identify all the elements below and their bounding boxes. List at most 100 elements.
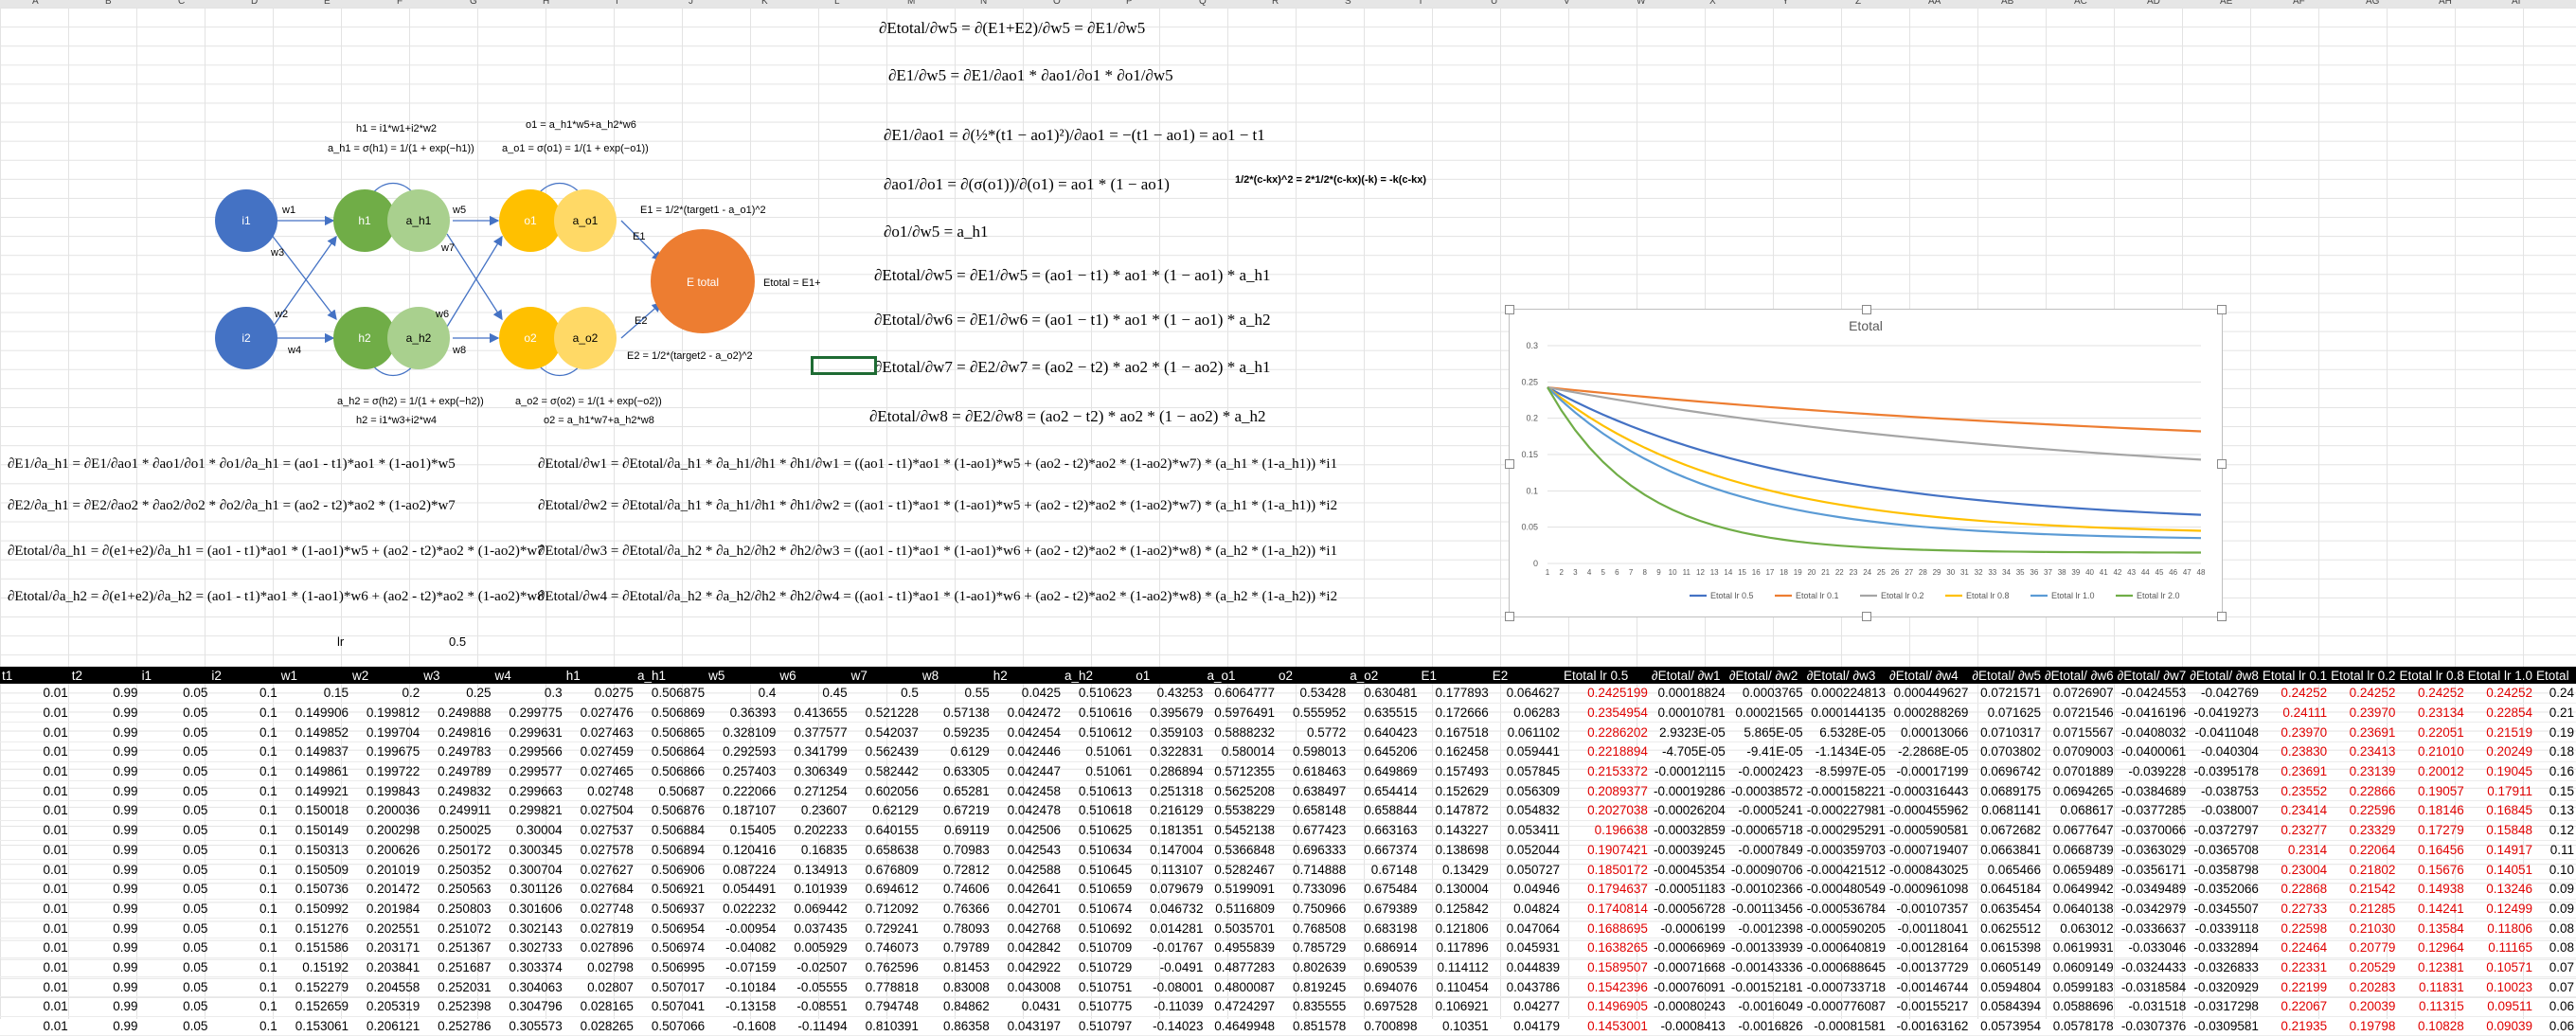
table-row[interactable]: 0.01 0.99 0.05 0.1 0.150313 0.200626 0.250172 0… <box>0 840 2576 861</box>
table-cell[interactable]: 0.785729 <box>1277 938 1349 958</box>
table-cell[interactable]: 0.510612 <box>1062 722 1135 743</box>
table-cell[interactable]: 0.09511 <box>2465 996 2535 1017</box>
table-cell[interactable]: 0.78093 <box>920 918 992 938</box>
table-cell[interactable]: 0.01 <box>0 879 70 900</box>
table-cell[interactable]: -0.0320929 <box>2188 976 2261 997</box>
table-cell[interactable]: 0.506974 <box>635 938 707 958</box>
column-header-S[interactable]: S <box>1345 0 1351 7</box>
table-cell[interactable]: -0.038753 <box>2188 780 2261 802</box>
table-cell[interactable]: 0.043197 <box>991 1016 1063 1036</box>
column-header-Q[interactable]: Q <box>1199 0 1207 7</box>
table-cell[interactable]: 0.216129 <box>1134 800 1206 821</box>
table-cell[interactable]: -0.08551 <box>778 996 850 1017</box>
table-cell[interactable]: 0.23134 <box>2397 703 2466 723</box>
table-cell[interactable]: 0.054832 <box>1490 800 1562 821</box>
table-cell[interactable]: 0.150992 <box>278 899 350 920</box>
table-cell[interactable]: 0.05 <box>139 820 210 841</box>
table-cell[interactable]: 0.11315 <box>2397 996 2466 1017</box>
table-cell[interactable]: 0.02807 <box>564 976 635 997</box>
table-cell[interactable]: 0.23970 <box>2260 722 2330 743</box>
table-cell[interactable]: 0.11 <box>2534 840 2576 861</box>
table-cell[interactable]: 0.50687 <box>635 780 707 802</box>
table-cell[interactable]: 0.16456 <box>2397 840 2466 861</box>
table-cell[interactable]: 0.750966 <box>1277 899 1349 920</box>
table-cell[interactable]: 0.005929 <box>778 938 850 958</box>
table-cell[interactable]: 0.12964 <box>2397 938 2466 958</box>
column-header-O[interactable]: O <box>1053 0 1061 7</box>
column-header-cell[interactable]: ∂Etotal/ ∂w8 <box>2188 667 2261 684</box>
neural-network-diagram[interactable]: i1 i2 h1 a_h1 h2 a_h2 o1 a_o1 o2 a_o2 E … <box>199 109 824 436</box>
table-cell[interactable]: 0.113107 <box>1134 859 1206 880</box>
table-cell[interactable]: 0.02748 <box>564 780 635 802</box>
table-cell[interactable]: 0.027465 <box>564 761 635 782</box>
table-cell[interactable]: 0.08 <box>2534 938 2576 958</box>
table-cell[interactable]: 0.042454 <box>991 722 1063 743</box>
table-cell[interactable]: -0.0419273 <box>2188 703 2261 723</box>
table-cell[interactable]: -0.000455962 <box>1887 800 1971 821</box>
table-cell[interactable]: -0.05555 <box>778 976 850 997</box>
table-cell[interactable]: 0.204558 <box>350 976 422 997</box>
table-cell[interactable]: -0.00128164 <box>1887 938 1971 958</box>
table-cell[interactable]: 0.2 <box>350 684 422 704</box>
table-cell[interactable]: 0.249816 <box>421 722 493 743</box>
table-cell[interactable]: 0.05 <box>139 957 210 978</box>
table-cell[interactable]: 0.562439 <box>849 741 921 762</box>
table-cell[interactable]: 0.150509 <box>278 859 350 880</box>
table-cell[interactable]: 0.037435 <box>778 918 850 938</box>
table-cell[interactable]: 0.17911 <box>2465 780 2535 802</box>
table-cell[interactable]: 0.1 <box>209 976 279 997</box>
table-cell[interactable]: -0.0372797 <box>2188 820 2261 841</box>
table-cell[interactable]: 0.2027038 <box>1561 800 1650 821</box>
table-cell[interactable]: 0.1 <box>209 957 279 978</box>
table-cell[interactable]: -0.00146744 <box>1887 976 1971 997</box>
column-header-cell[interactable]: ∂Etotal/ ∂w6 <box>2042 667 2116 684</box>
table-cell[interactable]: 0.99 <box>69 938 140 958</box>
column-header-cell[interactable]: o1 <box>1134 667 1206 684</box>
table-cell[interactable]: 0.663163 <box>1348 820 1420 841</box>
table-cell[interactable]: -0.0007849 <box>1726 840 1805 861</box>
table-cell[interactable]: 0.292593 <box>707 741 778 762</box>
table-cell[interactable]: -0.000719407 <box>1887 840 1971 861</box>
table-cell[interactable]: -0.07159 <box>707 957 778 978</box>
column-header-V[interactable]: V <box>1564 0 1570 7</box>
table-cell[interactable]: 0.84862 <box>920 996 992 1017</box>
table-cell[interactable]: 0.1850172 <box>1561 859 1650 880</box>
table-cell[interactable]: 0.15848 <box>2465 820 2535 841</box>
table-cell[interactable]: 0.149921 <box>278 780 350 802</box>
table-cell[interactable]: 0.251687 <box>421 957 493 978</box>
table-cell[interactable]: 0.5452138 <box>1205 820 1278 841</box>
table-cell[interactable]: 0.602056 <box>849 780 921 802</box>
table-cell[interactable]: -0.00039245 <box>1649 840 1727 861</box>
table-cell[interactable]: -9.41E-05 <box>1726 741 1805 762</box>
table-cell[interactable]: 0.05 <box>139 761 210 782</box>
table-cell[interactable]: 0.000144135 <box>1804 703 1888 723</box>
table-cell[interactable]: -0.0339118 <box>2188 918 2261 938</box>
table-cell[interactable]: 0.087224 <box>707 859 778 880</box>
table-cell[interactable]: 0.152659 <box>278 996 350 1017</box>
table-cell[interactable]: 0.09 <box>2534 899 2576 920</box>
table-cell[interactable]: 0.249832 <box>421 780 493 802</box>
table-cell[interactable]: 0.04946 <box>1490 879 1562 900</box>
table-cell[interactable]: 0.069442 <box>778 899 850 920</box>
table-cell[interactable]: 0.1 <box>209 859 279 880</box>
table-cell[interactable]: 0.249783 <box>421 741 493 762</box>
table-cell[interactable]: 0.506864 <box>635 741 707 762</box>
table-cell[interactable]: 0.667374 <box>1348 840 1420 861</box>
column-header-AC[interactable]: AC <box>2074 0 2087 7</box>
table-cell[interactable]: 0.299821 <box>492 800 564 821</box>
table-cell[interactable]: -0.0411048 <box>2188 722 2261 743</box>
table-cell[interactable]: 0.0635454 <box>1970 899 2043 920</box>
table-cell[interactable]: 0.700898 <box>1348 1016 1420 1036</box>
table-cell[interactable]: 0.99 <box>69 840 140 861</box>
table-row[interactable]: 0.01 0.99 0.05 0.1 0.150018 0.200036 0.249911 0… <box>0 800 2576 821</box>
table-cell[interactable]: 0.150736 <box>278 879 350 900</box>
table-cell[interactable]: 0.043008 <box>991 976 1063 997</box>
table-cell[interactable]: 0.99 <box>69 722 140 743</box>
column-header-cell[interactable]: Etotal lr 0.2 <box>2329 667 2398 684</box>
table-cell[interactable]: -0.00107357 <box>1887 899 1971 920</box>
table-cell[interactable]: 0.649869 <box>1348 761 1420 782</box>
table-cell[interactable]: 0.18146 <box>2397 800 2466 821</box>
table-cell[interactable]: 0.052044 <box>1490 840 1562 861</box>
table-cell[interactable]: -0.00163162 <box>1887 1016 1971 1036</box>
table-cell[interactable]: 0.22331 <box>2260 957 2330 978</box>
